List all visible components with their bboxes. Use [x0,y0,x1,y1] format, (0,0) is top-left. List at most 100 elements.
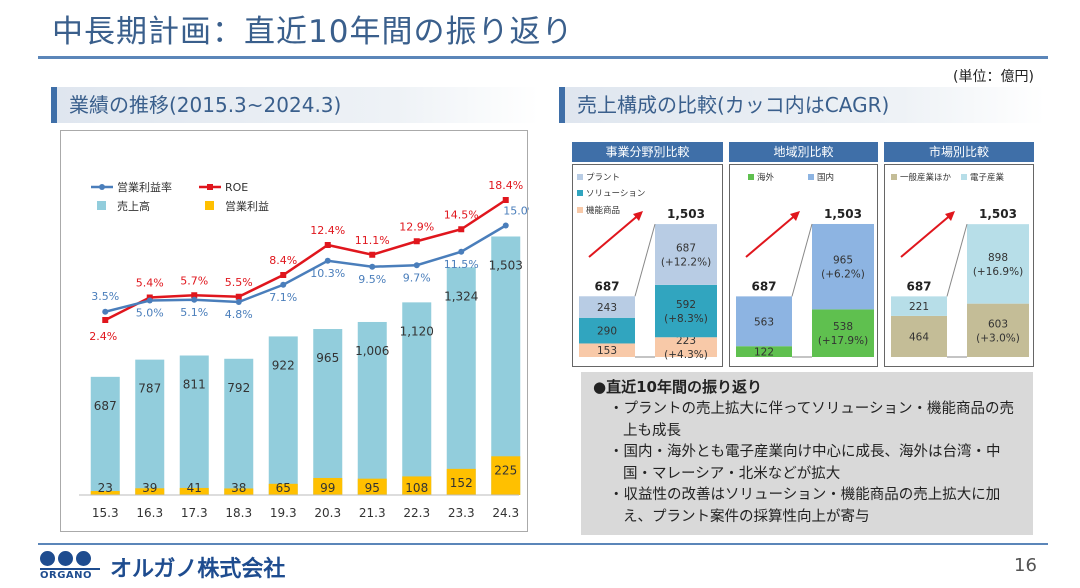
segment-cagr-label: (+4.3%) [664,349,708,361]
sales-bar [357,321,387,495]
sales-bar [224,358,254,495]
x-tick-label: 21.3 [359,506,386,520]
stacked-segment [736,346,792,357]
legend-swatch [577,207,583,213]
footer-divider [38,543,1048,545]
roe-value-label: 11.1% [355,234,390,247]
growth-arrow-head [633,211,643,221]
total-label: 1,503 [824,207,862,221]
x-tick-label: 23.3 [448,506,475,520]
margin-marker [280,281,287,288]
page-title: 中長期計画：直近10年間の振り返り [52,14,574,50]
segment-cagr-label: (+16.9%) [973,266,1023,278]
summary-item: 収益性の改善はソリューション・機能商品の売上拡大に加え、プラント案件の採算性向上… [609,485,1021,528]
roe-marker [413,238,420,245]
op-profit-bar [491,456,521,495]
summary-item: 国内・海外とも電子産業向け中心に成長、海外は台湾・中国・マレーシア・北米などが拡… [609,442,1021,485]
performance-chart: 687 23 15.3 787 39 16.3 811 41 17.3 792 38 18.3 922 6… [60,130,529,532]
connector-line [946,224,968,297]
legend-label: 電子産業 [970,172,1005,183]
margin-value-label: 9.5% [358,273,386,286]
segment-value-label: 223 [676,335,696,347]
connector-line [791,223,813,297]
roe-value-label: 12.9% [399,220,434,233]
total-label: 1,503 [667,207,705,221]
logo-dots [40,549,100,567]
sales-value-label: 1,006 [355,344,389,358]
legend-label: 機能商品 [586,205,620,216]
legend-swatch [961,174,967,180]
mini-chart-market-svg: 46422168715.3603(+3.0%)898(+16.9%)1,5032… [891,172,1029,358]
op-profit-value-label: 38 [231,481,246,495]
stacked-segment [812,223,874,310]
summary-item: プラントの売上拡大に伴ってソリューション・機能商品の売上も成長 [609,399,1021,442]
mini-chart-region: 地域別比較 12256368715.3538(+17.9%)965(+6.2%)… [729,142,878,367]
legend-swatch [577,190,583,196]
roe-marker [502,197,509,203]
op-profit-value-label: 108 [405,481,428,495]
segment-value-label: 122 [754,347,774,359]
stacked-segment [891,315,947,357]
sales-value-label: 687 [94,399,117,413]
op-profit-value-label: 225 [494,463,517,477]
legend-label: ソリューション [586,189,645,199]
roe-marker [458,226,465,233]
total-label: 687 [751,279,776,293]
mini-chart-title: 事業分野別比較 [572,142,723,162]
page-number: 16 [1014,555,1037,576]
margin-marker [502,222,509,229]
segment-value-label: 538 [833,321,853,333]
roe-value-label: 5.4% [136,277,164,290]
sales-value-label: 1,324 [444,289,478,303]
sales-bar [446,267,476,495]
segment-cagr-label: (+6.2%) [821,269,865,281]
legend-label: 営業利益 [225,199,269,213]
op-profit-value-label: 23 [98,481,113,495]
margin-marker [191,296,198,303]
x-tick-label: 19.3 [270,506,297,520]
sales-value-label: 965 [316,351,339,365]
stacked-segment [967,303,1029,357]
segment-value-label: 603 [988,318,1008,330]
growth-arrow-head [945,211,955,221]
roe-value-label: 12.4% [310,224,345,237]
sales-value-label: 1,503 [489,258,523,272]
op-profit-value-label: 41 [187,481,202,495]
op-profit-bar [179,487,209,495]
segment-cagr-label: (+12.2%) [661,256,711,268]
legend-marker [207,184,213,190]
performance-chart-svg: 687 23 15.3 787 39 16.3 811 41 17.3 792 38 18.3 922 6… [79,179,529,520]
margin-value-label: 5.1% [180,306,208,319]
roe-value-label: 5.5% [225,276,253,289]
sales-value-label: 792 [227,381,250,395]
margin-marker [458,248,465,255]
segment-value-label: 221 [909,301,929,313]
roe-marker [235,293,242,300]
segment-value-label: 965 [833,255,853,267]
segment-cagr-label: (+8.3%) [664,313,708,325]
roe-value-label: 14.5% [444,208,479,221]
stacked-segment [967,224,1029,304]
legend-swatch [577,174,583,180]
x-tick-label: 15.3 [92,506,119,520]
roe-line [104,198,507,322]
margin-value-label: 15.0% [503,205,529,218]
logo-text: ORGANO [40,568,100,581]
sales-bar [135,359,165,495]
op-profit-bar [402,476,432,495]
sales-bar [491,236,521,495]
roe-marker [191,292,198,299]
mini-chart-business: 事業分野別比較 15329024368715.3223(+4.3%)592(+8… [572,142,723,367]
roe-value-label: 8.4% [269,254,297,267]
roe-marker [369,251,376,258]
roe-value-label: 2.4% [89,330,117,343]
op-profit-value-label: 65 [276,481,291,495]
segment-value-label: 592 [676,299,696,311]
unit-label: (単位：億円) [953,69,1034,85]
stacked-segment [812,309,874,357]
segment-cagr-label: (+3.0%) [976,332,1020,344]
roe-marker [102,317,109,323]
margin-marker [102,308,109,315]
stacked-segment [579,296,635,318]
section-title-performance: 業績の推移(2015.3~2024.3) [51,87,539,123]
